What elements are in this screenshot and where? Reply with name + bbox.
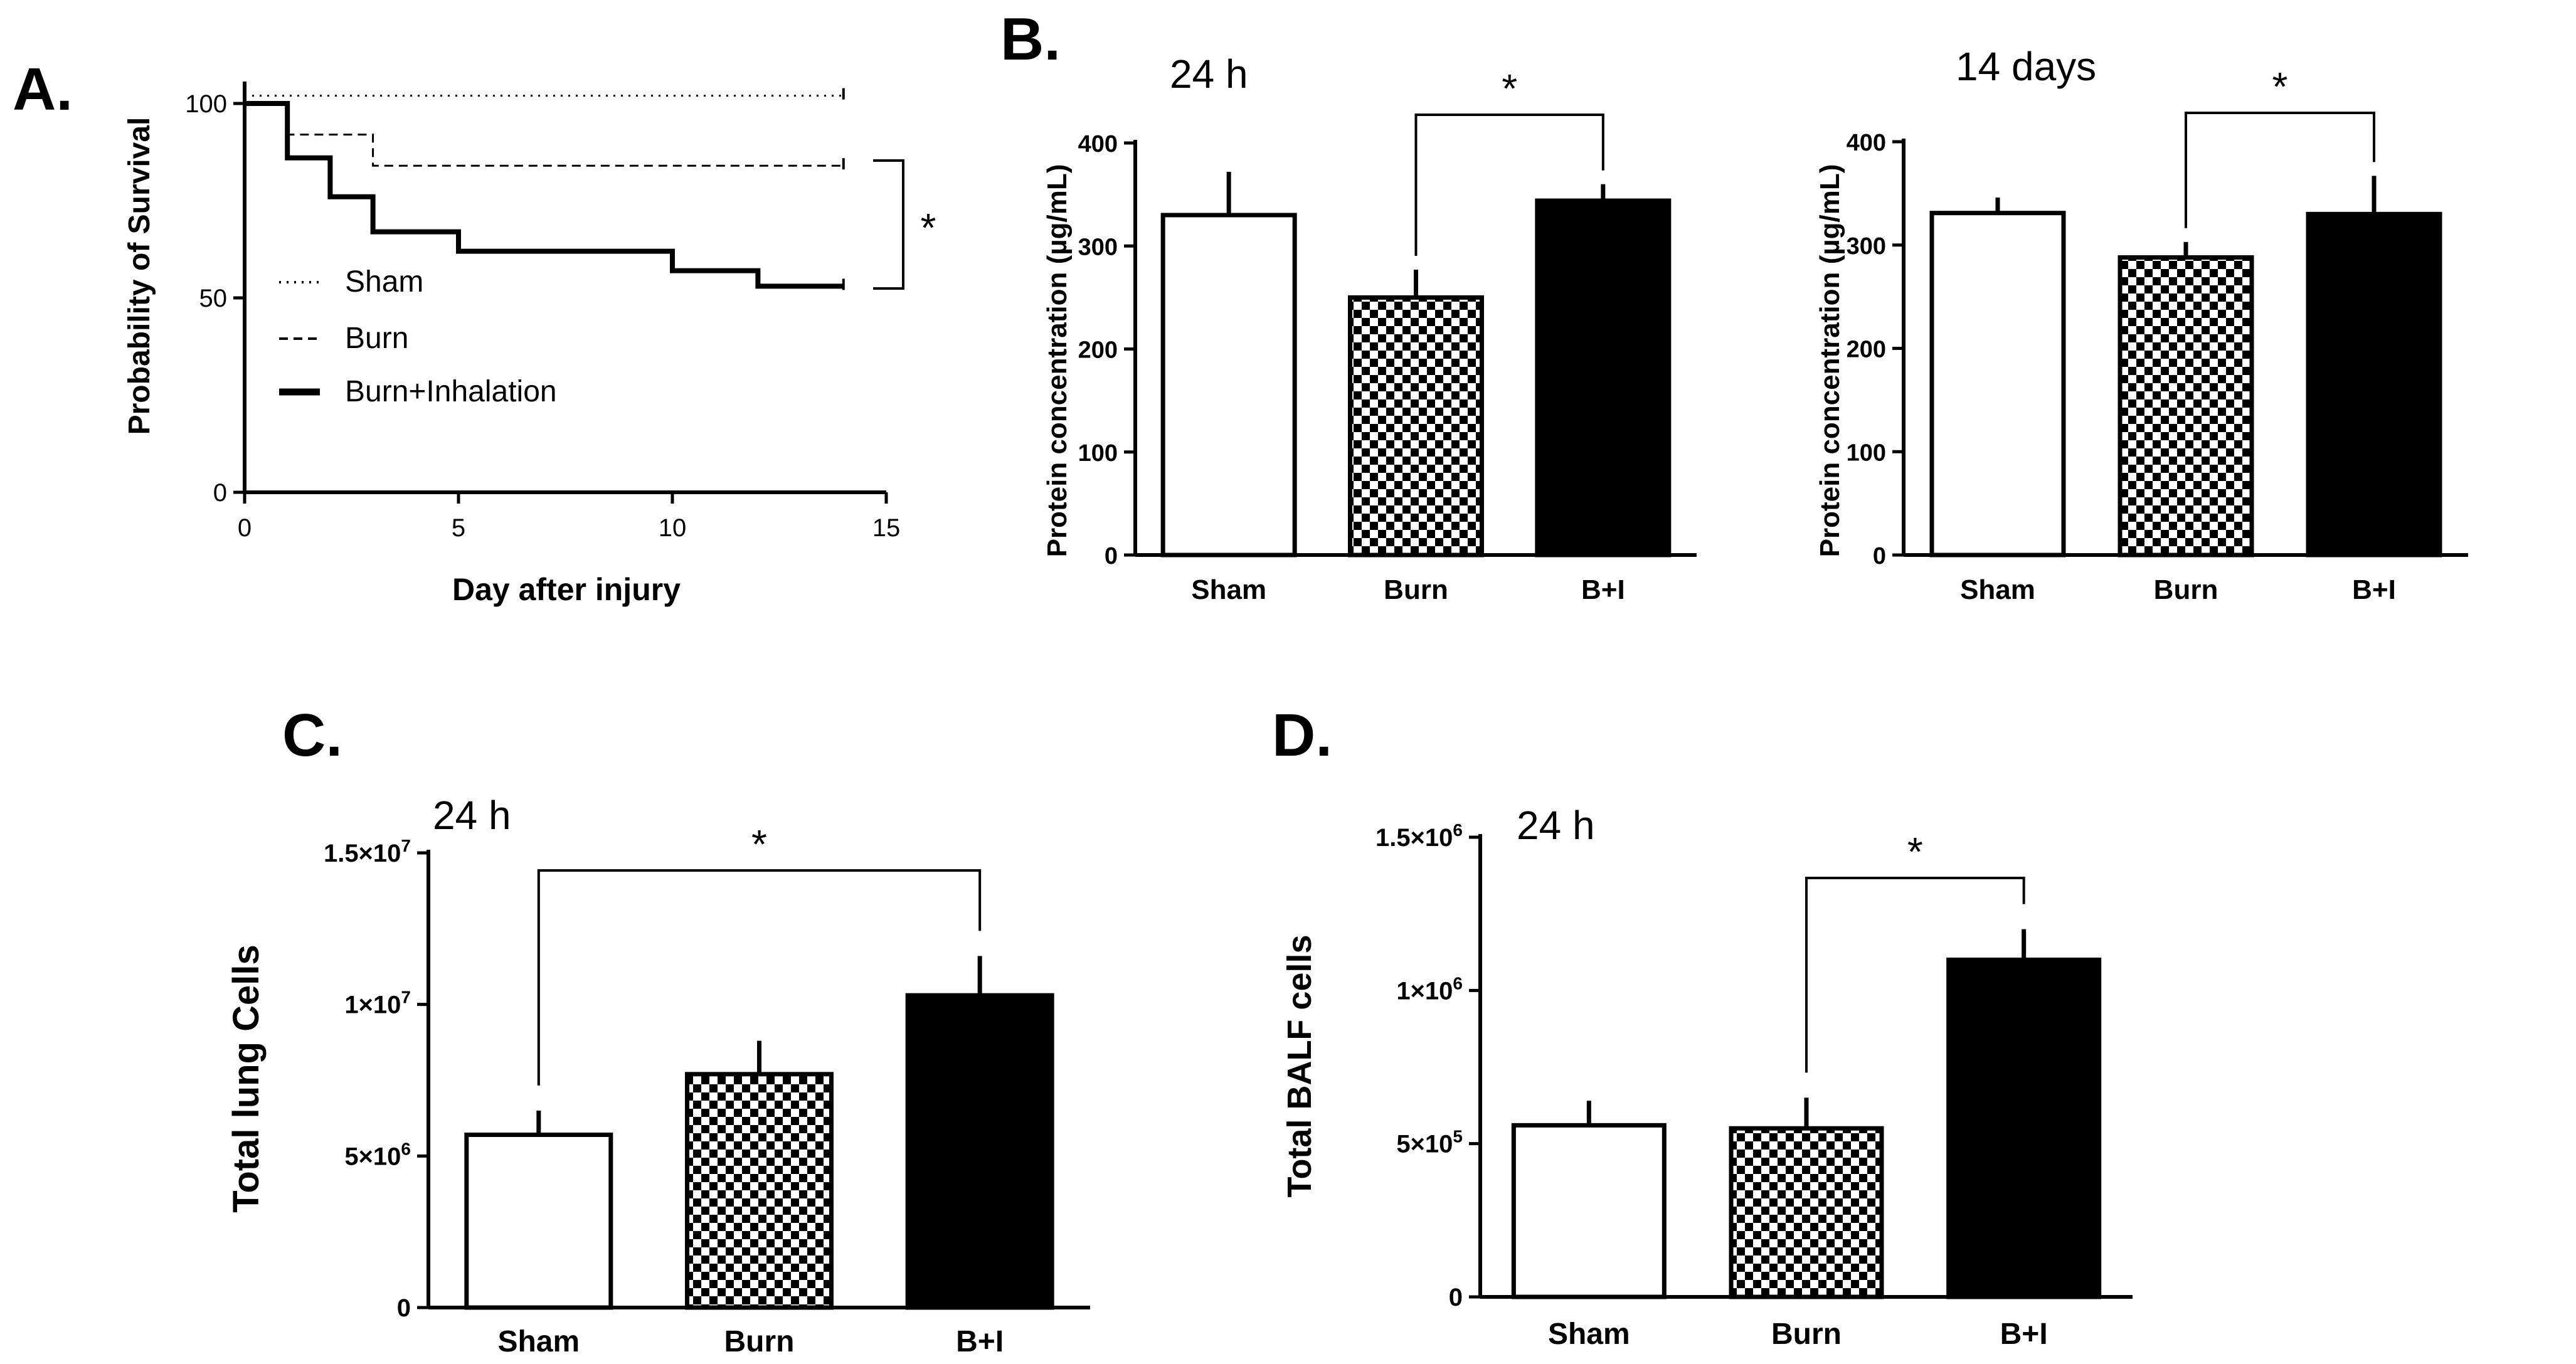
x-tick-label: Burn bbox=[1771, 1318, 1842, 1351]
y-axis-label: Total BALF cells bbox=[1281, 934, 1318, 1197]
bar-b-i bbox=[1946, 957, 2102, 1299]
panel-b-24h: B. 24 h Protein concentration (µg/mL) 0 1… bbox=[1000, 6, 1697, 605]
y-axis-label: Protein concentration (µg/mL) bbox=[1042, 164, 1073, 558]
x-tick-label: B+I bbox=[2000, 1318, 2048, 1351]
panel-c: C. 24 h Total lung Cells 0 5×106 1×107 1.5×… bbox=[226, 702, 1090, 1358]
x-tick-label: Sham bbox=[497, 1325, 580, 1358]
legend-label-burn: Burn bbox=[345, 322, 408, 355]
y-tick-label: 0 bbox=[213, 479, 227, 507]
x-tick-label: Sham bbox=[1960, 574, 2035, 605]
bar-chart: 0 100 200 300 400 Sham Burn B+I * bbox=[1847, 64, 2468, 605]
x-tick-label: B+I bbox=[956, 1325, 1004, 1358]
y-tick-label: 0 bbox=[1449, 1284, 1463, 1311]
y-tick-label: 100 bbox=[185, 90, 227, 118]
significance-marker: * bbox=[921, 205, 936, 250]
y-tick-label: 300 bbox=[1078, 234, 1118, 260]
y-tick-label: 200 bbox=[1078, 337, 1118, 364]
panel-subtitle: 24 h bbox=[433, 793, 511, 838]
bar-b-i bbox=[2306, 211, 2442, 558]
significance-marker: * bbox=[2272, 64, 2288, 109]
panel-a: A. Probability of Survival Day after inj… bbox=[13, 56, 936, 607]
bar-b-i bbox=[1535, 198, 1672, 558]
panel-label: B. bbox=[1000, 6, 1061, 73]
axes: 0 5 10 15 0 50 100 bbox=[185, 82, 900, 542]
significance-marker: * bbox=[751, 822, 767, 867]
panel-subtitle: 24 h bbox=[1170, 51, 1248, 97]
x-tick-label: 15 bbox=[872, 514, 901, 542]
series-line-burn bbox=[245, 102, 844, 167]
legend: Sham Burn Burn+Inhalation bbox=[279, 265, 557, 408]
y-tick-label: 0 bbox=[1873, 543, 1886, 569]
y-tick-label: 1×107 bbox=[344, 988, 411, 1019]
series-lines bbox=[245, 88, 845, 290]
y-tick-label: 100 bbox=[1078, 440, 1118, 467]
legend-label-burn-inhalation: Burn+Inhalation bbox=[345, 375, 557, 408]
y-tick-label: 100 bbox=[1847, 440, 1886, 466]
x-tick-label: Sham bbox=[1548, 1318, 1630, 1351]
x-tick-label: Sham bbox=[1191, 574, 1266, 605]
x-tick-label: 5 bbox=[452, 514, 465, 542]
y-tick-label: 400 bbox=[1847, 130, 1886, 156]
significance-marker: * bbox=[1907, 829, 1923, 874]
bar-burn bbox=[1348, 295, 1484, 558]
x-tick-label: 10 bbox=[659, 514, 687, 542]
y-tick-label: 5×105 bbox=[1396, 1127, 1463, 1158]
panel-subtitle: 24 h bbox=[1517, 803, 1595, 848]
y-tick-label: 300 bbox=[1847, 233, 1886, 260]
panel-d: D. 24 h Total BALF cells 0 5×105 1×106 1.5×… bbox=[1272, 702, 2133, 1351]
bar-sham bbox=[1929, 211, 2066, 558]
x-tick-label: 0 bbox=[238, 514, 252, 542]
bar-burn bbox=[685, 1072, 834, 1310]
panel-label: A. bbox=[13, 56, 73, 123]
panel-subtitle: 14 days bbox=[1956, 44, 2096, 89]
y-tick-label: 400 bbox=[1078, 131, 1118, 157]
bar-chart: 0 5×105 1×106 1.5×106 Sham Burn B+I * bbox=[1375, 820, 2133, 1351]
bar-burn bbox=[1729, 1126, 1884, 1299]
x-tick-label: B+I bbox=[1581, 574, 1625, 605]
significance-bracket bbox=[873, 159, 904, 290]
y-tick-label: 50 bbox=[199, 285, 228, 312]
panel-label: D. bbox=[1272, 702, 1332, 769]
y-tick-label: 0 bbox=[397, 1294, 411, 1322]
x-tick-label: Burn bbox=[1384, 574, 1448, 605]
y-axis-label: Protein concentration (µg/mL) bbox=[1815, 164, 1845, 558]
bar-sham bbox=[1160, 213, 1297, 558]
y-tick-label: 5×106 bbox=[344, 1139, 411, 1170]
bar-chart: 0 5×106 1×107 1.5×107 Sham Burn B+I * bbox=[324, 822, 1090, 1358]
significance-bracket bbox=[1414, 114, 1604, 256]
x-tick-label: Burn bbox=[2154, 574, 2218, 605]
y-tick-label: 200 bbox=[1847, 337, 1886, 363]
legend-label-sham: Sham bbox=[345, 265, 423, 299]
x-tick-label: B+I bbox=[2352, 574, 2396, 605]
bar-burn bbox=[2118, 255, 2254, 558]
panel-b-14d: 14 days Protein concentration (µg/mL) 0 1… bbox=[1815, 44, 2468, 605]
bar-chart: 0 100 200 300 400 Sham Burn B+I * bbox=[1078, 66, 1697, 605]
y-axis-label: Probability of Survival bbox=[123, 117, 156, 435]
x-tick-label: Burn bbox=[724, 1325, 795, 1358]
significance-bracket bbox=[2185, 112, 2375, 228]
series-line-burn-inhalation bbox=[245, 101, 844, 289]
y-tick-label: 0 bbox=[1105, 543, 1118, 569]
bar-sham bbox=[1511, 1123, 1667, 1299]
panel-label: C. bbox=[282, 702, 342, 769]
significance-bracket bbox=[537, 869, 982, 1086]
bar-sham bbox=[464, 1133, 613, 1310]
x-axis-label: Day after injury bbox=[452, 572, 681, 607]
y-tick-label: 1.5×106 bbox=[1375, 820, 1463, 852]
y-axis-label: Total lung Cells bbox=[226, 944, 267, 1213]
significance-bracket bbox=[1805, 877, 2025, 1073]
significance-marker: * bbox=[1502, 66, 1517, 111]
y-tick-label: 1.5×107 bbox=[324, 836, 411, 867]
y-tick-label: 1×106 bbox=[1396, 973, 1463, 1005]
bar-b-i bbox=[905, 993, 1054, 1310]
